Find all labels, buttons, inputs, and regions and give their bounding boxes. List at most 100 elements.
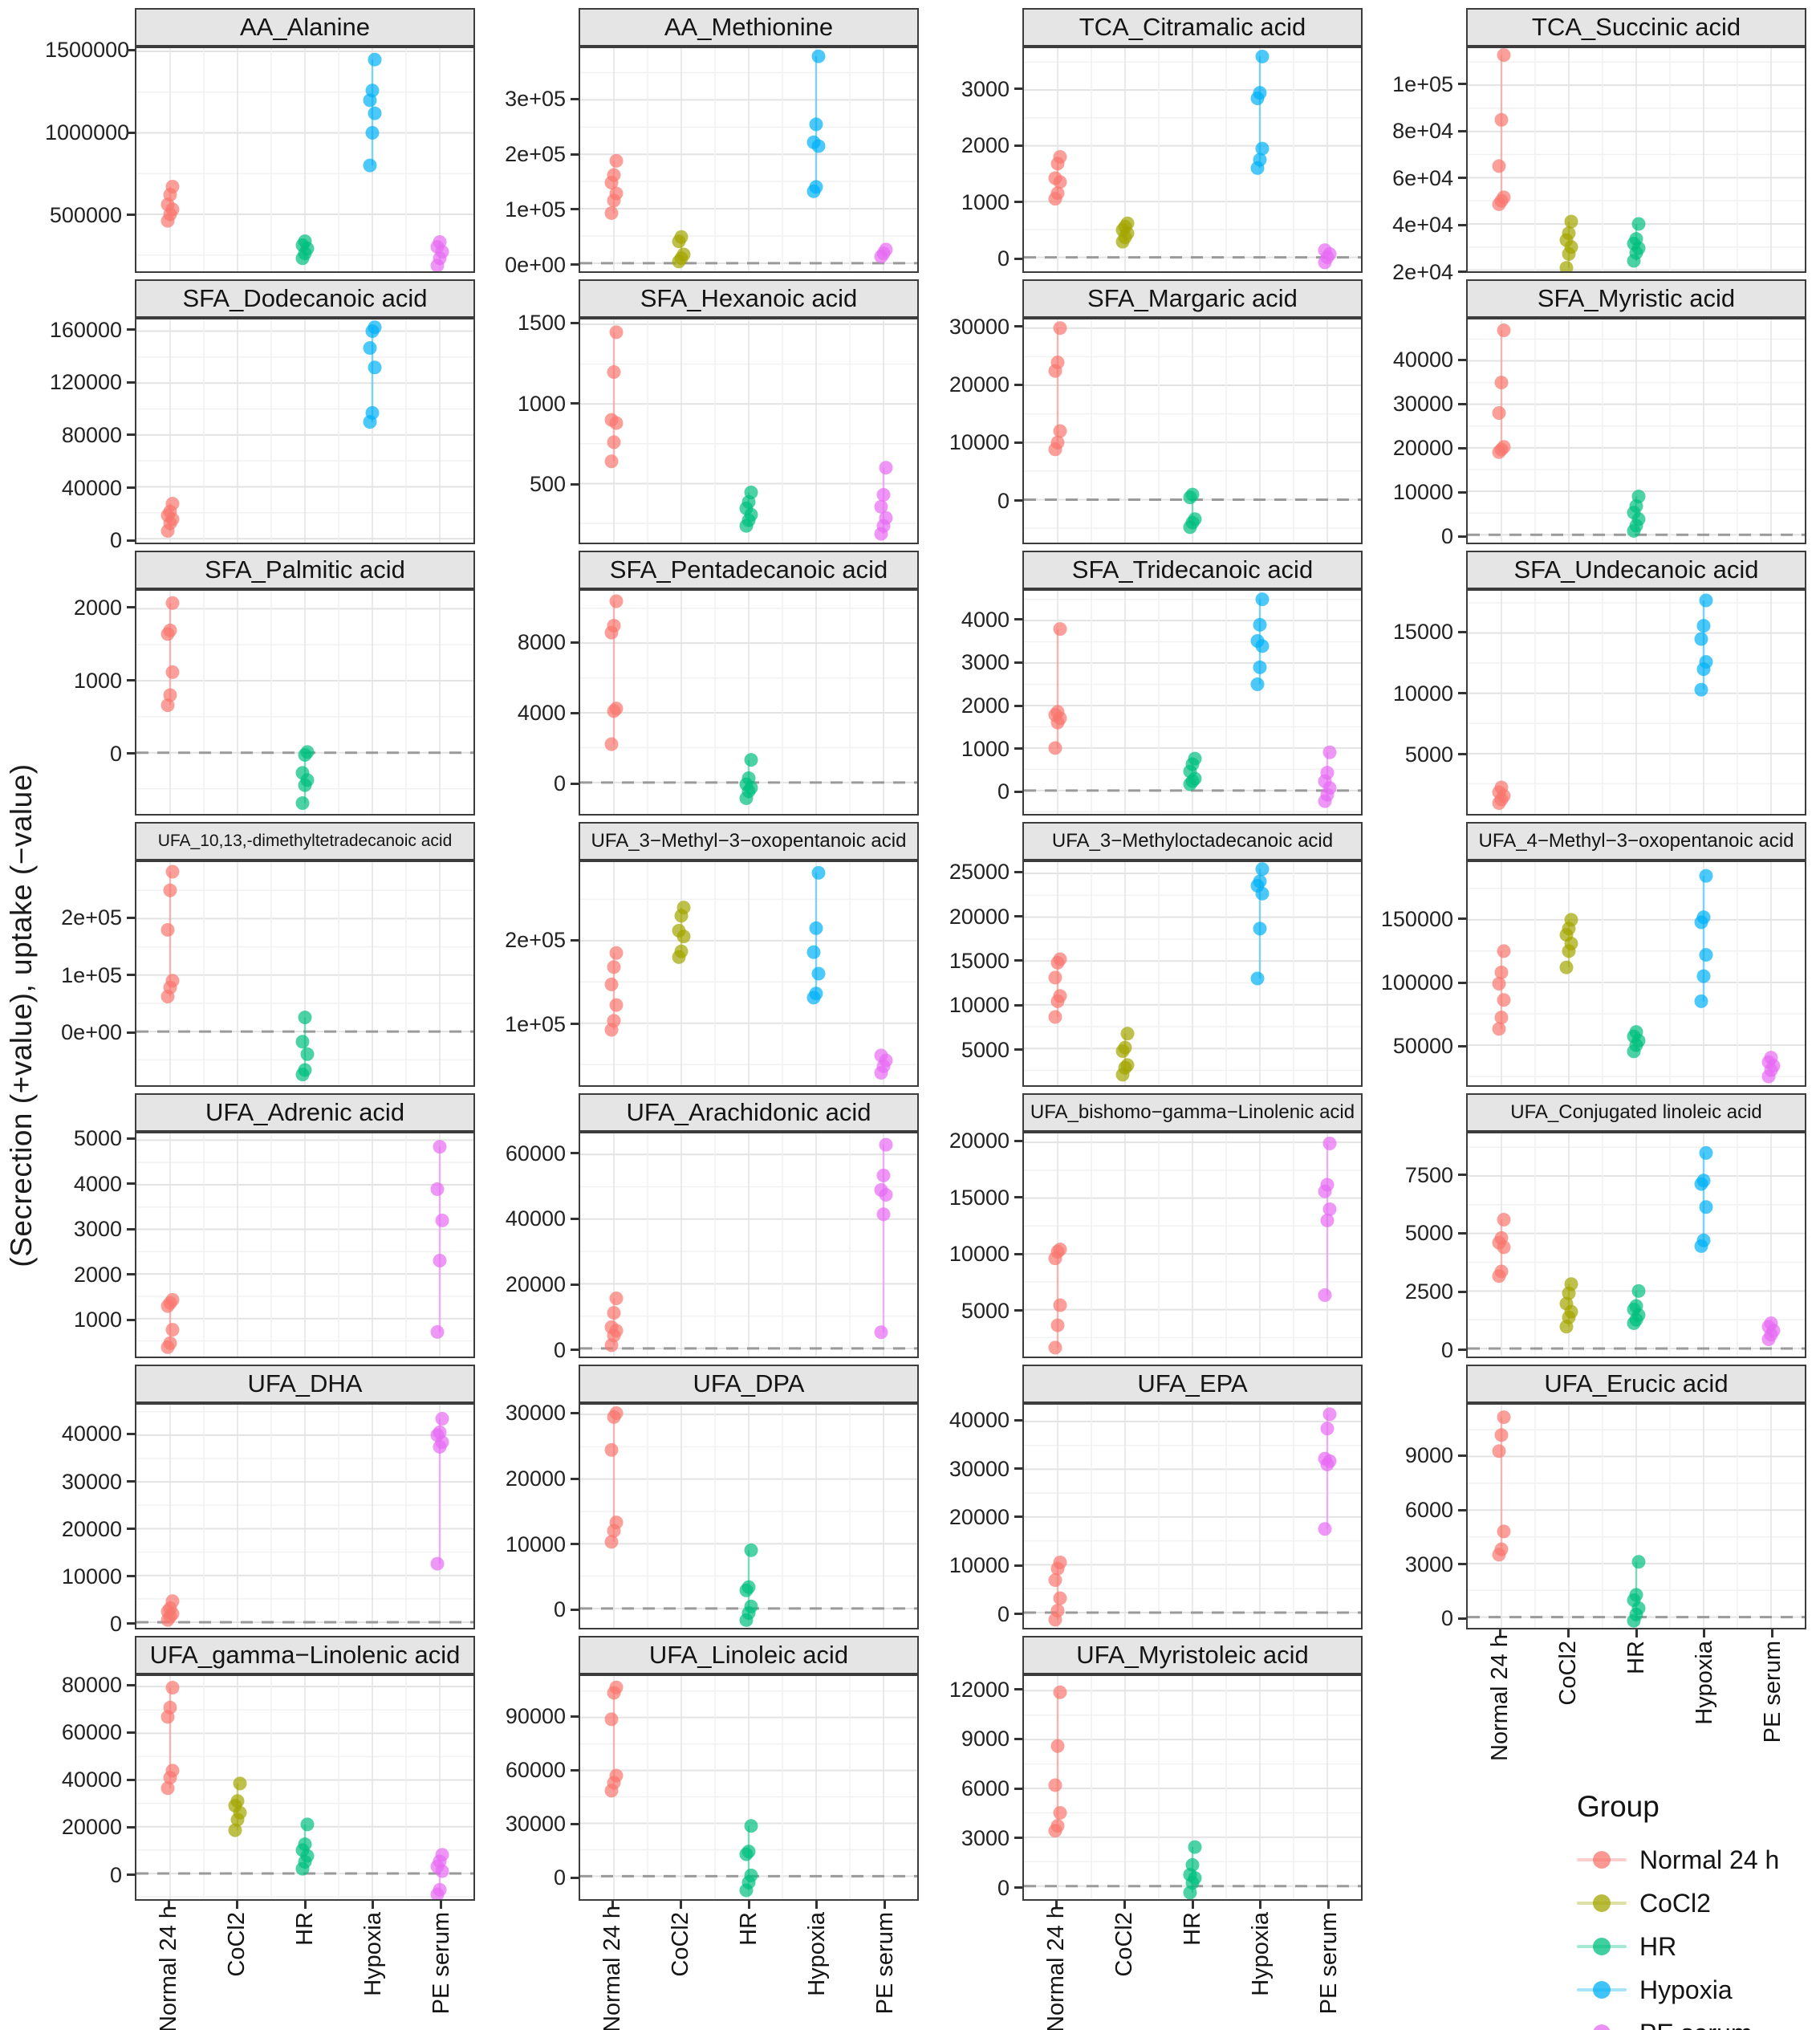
data-point — [1494, 1542, 1509, 1556]
plot-panel — [135, 318, 475, 544]
data-point — [165, 497, 180, 511]
data-point — [1497, 944, 1511, 958]
data-point — [1631, 217, 1646, 231]
panel-title: UFA_EPA — [1137, 1369, 1248, 1397]
y-tick-mark — [1458, 1174, 1466, 1177]
y-tick-mark — [1014, 704, 1022, 707]
data-point — [1492, 1444, 1506, 1458]
facet-strip: SFA_Tridecanoic acid — [1022, 551, 1363, 589]
data-point — [1322, 1202, 1337, 1217]
data-point — [435, 1213, 449, 1227]
panel-title: UFA_Erucic acid — [1544, 1369, 1729, 1397]
data-point — [1564, 913, 1578, 927]
data-point — [1492, 159, 1506, 173]
plot-area — [580, 1405, 917, 1628]
y-tick-label: 0 — [553, 1597, 566, 1622]
y-tick-label: 0e+00 — [505, 252, 566, 277]
data-point — [1320, 1213, 1335, 1227]
facet-strip: TCA_Succinic acid — [1466, 8, 1806, 47]
data-point — [368, 320, 382, 335]
data-point — [744, 485, 758, 499]
panel-title: UFA_DHA — [247, 1369, 363, 1397]
data-point — [368, 52, 382, 67]
data-point — [1053, 424, 1067, 438]
legend-point-icon — [1577, 1890, 1627, 1917]
y-tick-label: 120000 — [49, 370, 122, 395]
data-point — [1564, 214, 1578, 229]
y-tick-label: 6000 — [961, 1776, 1010, 1801]
data-point — [1699, 655, 1713, 669]
data-point — [365, 83, 380, 98]
y-tick-label: 2000 — [73, 595, 122, 620]
y-tick-mark — [1014, 618, 1022, 621]
y-tick-label: 2e+05 — [61, 905, 122, 930]
data-point — [672, 923, 686, 938]
data-point — [233, 1776, 247, 1791]
y-tick-label: 20000 — [949, 904, 1010, 929]
data-point — [433, 1882, 447, 1897]
y-tick-label: 5000 — [961, 1037, 1010, 1062]
data-point — [1120, 1058, 1135, 1072]
data-point — [430, 1182, 445, 1196]
facet-strip: UFA_bishomo−gamma−Linolenic acid — [1022, 1093, 1363, 1132]
y-tick-mark — [1014, 870, 1022, 873]
data-point — [1048, 741, 1062, 755]
y-tick-label: 10000 — [1392, 681, 1453, 706]
data-point — [1048, 1778, 1062, 1792]
plot-panel — [1022, 47, 1363, 273]
data-point — [1492, 976, 1506, 991]
data-point — [879, 461, 893, 475]
data-point — [1255, 141, 1270, 156]
plot-panel — [1022, 1674, 1363, 1901]
y-tick-label: 1000 — [73, 1308, 122, 1332]
plot-area — [1468, 1133, 1805, 1357]
panel-title: SFA_Palmitic acid — [205, 555, 405, 584]
data-point — [165, 179, 180, 193]
y-tick-mark — [1014, 1003, 1022, 1007]
y-axis-title: (Secrection (+value), uptake (−value) — [5, 763, 38, 1267]
y-tick-mark — [127, 486, 135, 489]
y-tick-label: 7500 — [1404, 1162, 1453, 1187]
data-point — [809, 117, 823, 132]
data-point — [1120, 216, 1135, 230]
x-tick-label: Normal 24 h — [1043, 1906, 1070, 2030]
data-point — [609, 946, 624, 960]
legend-entry: PE serum — [1577, 2012, 1779, 2030]
data-point — [1053, 150, 1067, 165]
x-tick-mark — [303, 1901, 307, 1909]
data-point — [298, 1063, 312, 1077]
y-tick-mark — [571, 1715, 579, 1718]
data-point — [604, 977, 619, 991]
plot-area — [1468, 862, 1805, 1085]
panel-title: UFA_3−Methyl−3−oxopentanoic acid — [591, 830, 907, 852]
data-point — [604, 1442, 619, 1457]
plot-area — [1024, 48, 1361, 271]
data-point — [1694, 682, 1708, 697]
x-tick-mark — [1498, 1629, 1501, 1637]
data-point — [609, 702, 624, 716]
y-tick-label: 90000 — [505, 1704, 566, 1729]
data-point — [1694, 994, 1708, 1008]
data-point — [676, 901, 691, 915]
data-point — [1318, 1451, 1332, 1466]
facet-strip: UFA_Myristoleic acid — [1022, 1636, 1363, 1674]
data-point — [604, 454, 619, 469]
y-tick-label: 40000 — [1392, 348, 1453, 372]
x-tick-label: PE serum — [428, 1912, 454, 2015]
data-point — [1250, 633, 1265, 648]
y-tick-mark — [1014, 747, 1022, 751]
y-tick-mark — [127, 1683, 135, 1686]
data-point — [609, 325, 624, 340]
y-tick-label: 0 — [1440, 524, 1453, 549]
y-tick-label: 20000 — [949, 372, 1010, 397]
y-tick-mark — [127, 752, 135, 755]
facet-strip: UFA_3−Methyl−3−oxopentanoic acid — [579, 822, 919, 860]
y-tick-label: 0 — [109, 1862, 122, 1887]
y-tick-label: 1000 — [961, 736, 1010, 761]
y-tick-mark — [1014, 1418, 1022, 1422]
y-tick-mark — [1458, 402, 1466, 405]
y-tick-mark — [571, 1023, 579, 1026]
legend-title: Group — [1577, 1790, 1660, 1823]
data-point — [1629, 1025, 1643, 1039]
y-tick-label: 30000 — [61, 1469, 122, 1494]
